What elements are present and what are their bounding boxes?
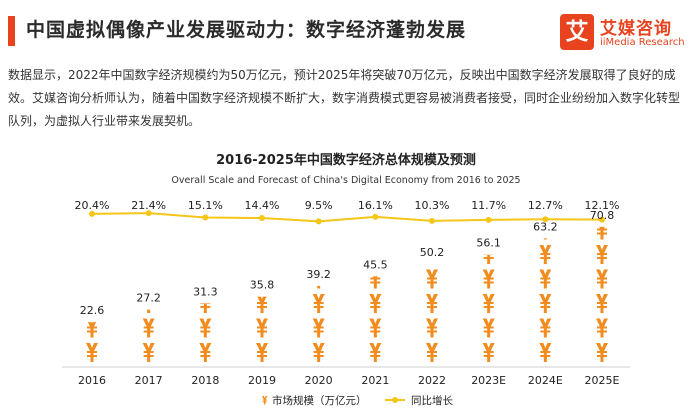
x-tick-label: 2017: [135, 374, 163, 387]
bar-2018: [199, 303, 212, 362]
growth-value-label: 10.3%: [415, 199, 450, 212]
bar-value-label: 31.3: [193, 285, 218, 298]
page-title: 中国虚拟偶像产业发展驱动力：数字经济蓬勃发展: [26, 19, 467, 41]
logo-name-cn: 艾媒咨询: [600, 19, 672, 39]
bar-2019: [256, 296, 268, 362]
legend-item-growth: 同比增长: [385, 394, 453, 407]
legend-label-growth: 同比增长: [411, 394, 453, 407]
x-tick-label: 2022: [418, 374, 446, 387]
growth-line-layer: [89, 210, 605, 225]
bar-2017: [142, 309, 155, 362]
x-tick-label: 2016: [78, 374, 106, 387]
labels-layer: 22.6 2016 27.2 2017 31.3 2018 35.8 2019 39.2 2020…: [75, 199, 620, 387]
growth-point: [485, 216, 492, 223]
growth-value-label: 12.7%: [528, 199, 563, 212]
header: 中国虚拟偶像产业发展驱动力：数字经济蓬勃发展: [0, 0, 692, 56]
growth-point: [372, 213, 379, 220]
growth-value-label: 14.4%: [245, 199, 280, 212]
summary-paragraph: 数据显示，2022年中国数字经济规模约为50万亿元，预计2025年将突破70万亿…: [8, 68, 681, 128]
growth-value-label: 12.1%: [585, 199, 620, 212]
bar-value-label: 22.6: [80, 304, 105, 317]
x-tick-label: 2019: [248, 374, 276, 387]
bar-2024E: [539, 238, 552, 362]
bar-2025E: [596, 226, 608, 362]
growth-value-label: 16.1%: [358, 199, 393, 212]
bar-value-label: 63.2: [533, 220, 558, 233]
brand-logo: 艾 艾媒咨询 iiMedia Research: [560, 14, 688, 54]
logo-mark: 艾: [560, 14, 594, 50]
x-tick-label: 2020: [305, 374, 333, 387]
growth-value-label: 15.1%: [188, 199, 223, 212]
x-tick-label: 2018: [191, 374, 219, 387]
legend: 市场规模（万亿元） 同比增长: [262, 394, 453, 407]
x-tick-label: 2024E: [528, 374, 563, 387]
legend-item-scale: 市场规模（万亿元）: [262, 394, 367, 407]
bar-2021: [369, 276, 382, 362]
bar-value-label: 70.8: [590, 209, 615, 222]
bar-value-label: 56.1: [476, 237, 501, 250]
bar-2016: [86, 322, 98, 362]
growth-point: [599, 216, 605, 223]
growth-value-label: 20.4%: [75, 199, 110, 212]
bar-value-label: 50.2: [420, 246, 445, 259]
growth-value-label: 11.7%: [471, 199, 506, 212]
chart-subtitle: Overall Scale and Forecast of China's Di…: [171, 175, 520, 186]
chart-title: 2016-2025年中国数字经济总体规模及预测: [216, 152, 476, 168]
bar-value-label: 45.5: [363, 258, 388, 271]
growth-point: [315, 218, 322, 225]
bar-2022: [426, 269, 438, 362]
growth-line: [91, 212, 603, 223]
bar-value-label: 27.2: [136, 292, 161, 305]
legend-label-scale: 市场规模（万亿元）: [272, 394, 367, 407]
growth-point: [542, 216, 549, 223]
growth-point: [259, 215, 265, 222]
growth-point: [429, 217, 435, 224]
digital-economy-chart: 2016-2025年中国数字经济总体规模及预测 Overall Scale an…: [62, 152, 630, 407]
growth-point: [202, 214, 209, 221]
bar-value-label: 35.8: [250, 279, 275, 292]
yen-icon: [262, 396, 268, 405]
bar-2020: [312, 285, 325, 362]
title-accent-bar: [8, 16, 15, 46]
growth-value-label: 9.5%: [305, 199, 333, 212]
x-tick-label: 2025E: [585, 374, 620, 387]
growth-point: [145, 210, 152, 217]
growth-value-label: 21.4%: [131, 199, 166, 212]
x-tick-label: 2023E: [471, 374, 506, 387]
growth-point: [89, 210, 95, 217]
bar-2023E: [482, 254, 495, 362]
bars-layer: [86, 226, 608, 362]
x-tick-label: 2021: [361, 374, 389, 387]
logo-name-en: iiMedia Research: [600, 37, 685, 48]
bar-value-label: 39.2: [306, 268, 331, 281]
